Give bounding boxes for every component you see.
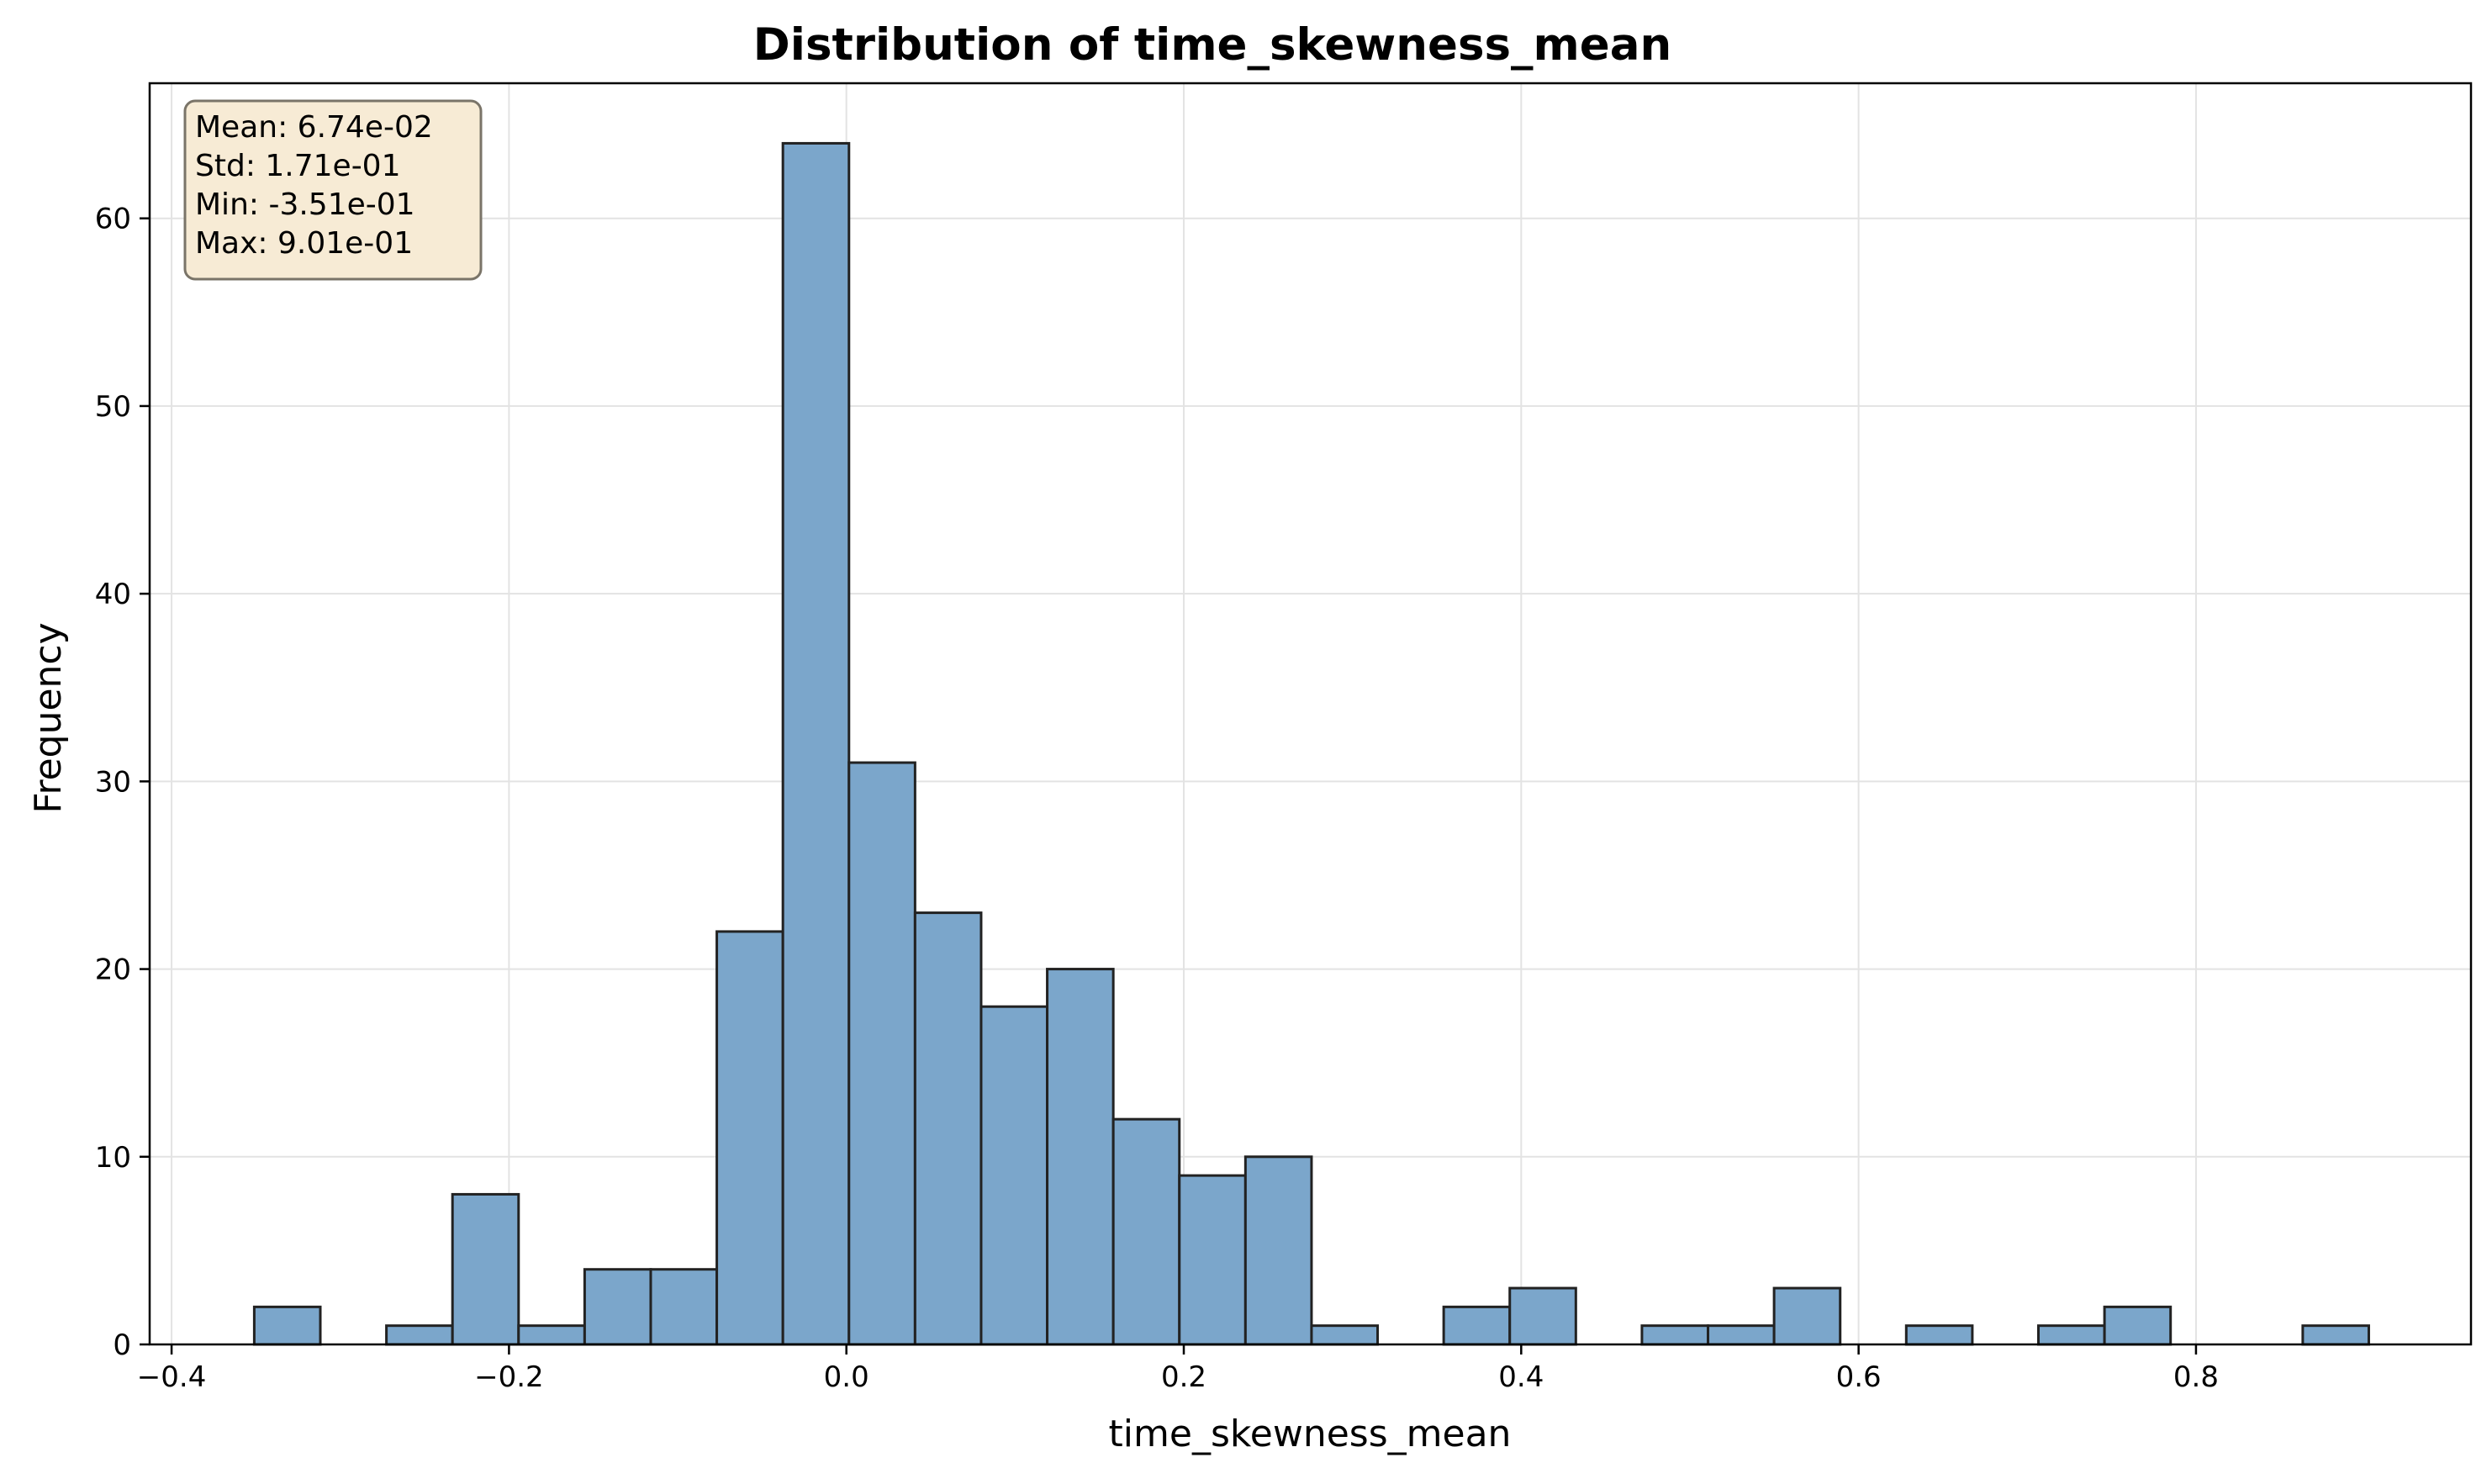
x-tick-label: 0.8 — [2173, 1360, 2219, 1394]
histogram-bar — [451, 1192, 520, 1346]
y-tick-label: 50 — [95, 390, 131, 424]
x-tick-label: 0.6 — [1836, 1360, 1882, 1394]
histogram-bar — [2103, 1305, 2173, 1346]
stats-mean: Mean: 6.74e-02 — [195, 110, 433, 145]
histogram-bar — [583, 1268, 652, 1346]
histogram-bar — [913, 911, 983, 1346]
histogram-bar — [847, 761, 916, 1346]
histogram-bar — [1772, 1286, 1842, 1346]
stats-box-background — [183, 99, 483, 281]
x-tick-label: −0.2 — [474, 1360, 544, 1394]
y-axis-ticks: 0 10 20 30 40 50 60 — [95, 203, 150, 1362]
histogram-bar — [2037, 1324, 2106, 1346]
x-tick-label: −0.4 — [137, 1360, 207, 1394]
histogram-bar — [1442, 1305, 1512, 1346]
y-tick-label: 0 — [113, 1328, 131, 1362]
x-tick-label: 0.4 — [1498, 1360, 1544, 1394]
plot-area-frame — [148, 82, 2473, 1346]
y-tick-label: 60 — [95, 203, 131, 236]
histogram-bar — [517, 1324, 586, 1346]
histogram-bar — [1310, 1324, 1380, 1346]
histogram-bar — [1111, 1117, 1181, 1346]
x-tick-label: 0.0 — [824, 1360, 869, 1394]
y-tick-label: 40 — [95, 578, 131, 611]
histogram-bar — [1178, 1174, 1247, 1346]
histogram-bar — [1508, 1286, 1577, 1346]
y-axis-label: Frequency — [27, 622, 70, 813]
stats-box: Mean: 6.74e-02 Std: 1.71e-01 Min: -3.51e… — [183, 99, 483, 281]
histogram-bar — [781, 141, 851, 1346]
y-tick-label: 20 — [95, 953, 131, 987]
chart-title: Distribution of time_skewness_mean — [753, 19, 1671, 71]
stats-std: Std: 1.71e-01 — [195, 149, 401, 183]
histogram-bar — [1904, 1324, 1974, 1346]
histogram-bars — [252, 141, 2370, 1346]
stats-min: Min: -3.51e-01 — [195, 187, 415, 222]
histogram-bar — [1707, 1324, 1776, 1346]
histogram-bar — [1243, 1155, 1313, 1346]
histogram-bar — [649, 1268, 719, 1346]
histogram-bar — [715, 930, 784, 1346]
histogram-bar — [1640, 1324, 1710, 1346]
y-tick-label: 30 — [95, 765, 131, 799]
y-tick-label: 10 — [95, 1141, 131, 1175]
x-axis-ticks: −0.4 −0.2 0.0 0.2 0.4 0.6 0.8 — [137, 1344, 2219, 1394]
histogram-bar — [979, 1005, 1049, 1346]
histogram-bar — [252, 1305, 322, 1346]
histogram-bar — [385, 1324, 454, 1346]
x-tick-label: 0.2 — [1161, 1360, 1206, 1394]
stats-max: Max: 9.01e-01 — [195, 226, 413, 261]
x-axis-label: time_skewness_mean — [1109, 1413, 1512, 1455]
histogram-bar — [2301, 1324, 2370, 1346]
histogram-bar — [1046, 968, 1115, 1346]
